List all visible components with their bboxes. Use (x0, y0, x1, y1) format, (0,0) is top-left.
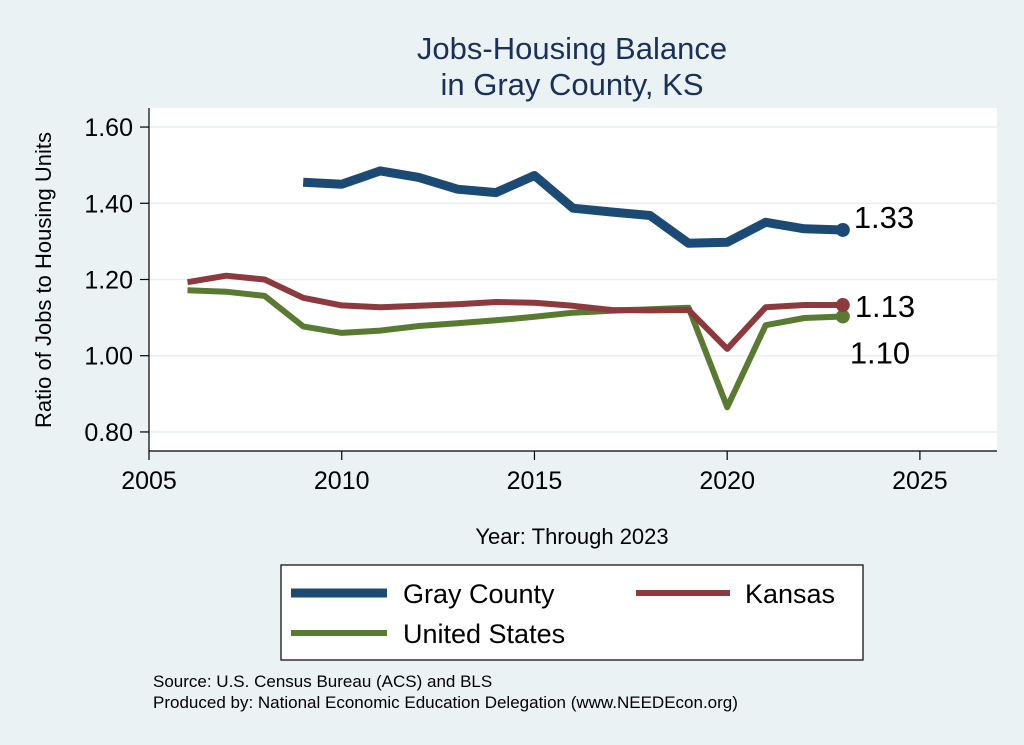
legend-label-gray-county: Gray County (403, 579, 555, 609)
x-tick-label: 2020 (699, 467, 755, 495)
x-tick-label: 2025 (892, 467, 948, 495)
chart-title-line-1: Jobs-Housing Balance (417, 31, 727, 66)
y-tick-label: 0.80 (84, 419, 133, 447)
chart-title-line-2: in Gray County, KS (440, 67, 703, 102)
y-axis-label: Ratio of Jobs to Housing Units (31, 132, 56, 428)
x-axis-ticks: 2005 2010 2015 2020 2025 (121, 451, 948, 495)
series-line-gray-county (302, 166, 843, 248)
end-marker-united-states (835, 309, 850, 324)
series-line-kansas (187, 272, 843, 352)
source-note: Source: U.S. Census Bureau (ACS) and BLS (153, 672, 492, 691)
end-marker-kansas (835, 298, 850, 313)
x-axis-label: Year: Through 2023 (475, 524, 668, 549)
legend-label-kansas: Kansas (745, 579, 835, 609)
y-tick-label: 1.00 (84, 343, 133, 371)
series-line-united-states (187, 287, 843, 411)
x-tick-label: 2015 (507, 467, 563, 495)
x-tick-label: 2005 (121, 467, 177, 495)
y-axis-ticks: 0.80 1.00 1.20 1.40 1.60 (84, 114, 149, 447)
legend-box (280, 564, 864, 661)
producer-note: Produced by: National Economic Education… (153, 693, 738, 712)
x-tick-label: 2010 (314, 467, 370, 495)
end-label-gray-county: 1.33 (854, 200, 914, 235)
series-lines: 1.10 1.13 1.33 (187, 166, 915, 411)
y-tick-label: 1.40 (84, 190, 133, 218)
y-tick-label: 1.20 (84, 267, 133, 295)
y-tick-label: 1.60 (84, 114, 133, 142)
end-label-united-states: 1.10 (850, 335, 910, 370)
end-label-kansas: 1.13 (855, 289, 915, 324)
end-marker-gray-county (835, 222, 850, 237)
legend-label-united-states: United States (403, 619, 565, 649)
